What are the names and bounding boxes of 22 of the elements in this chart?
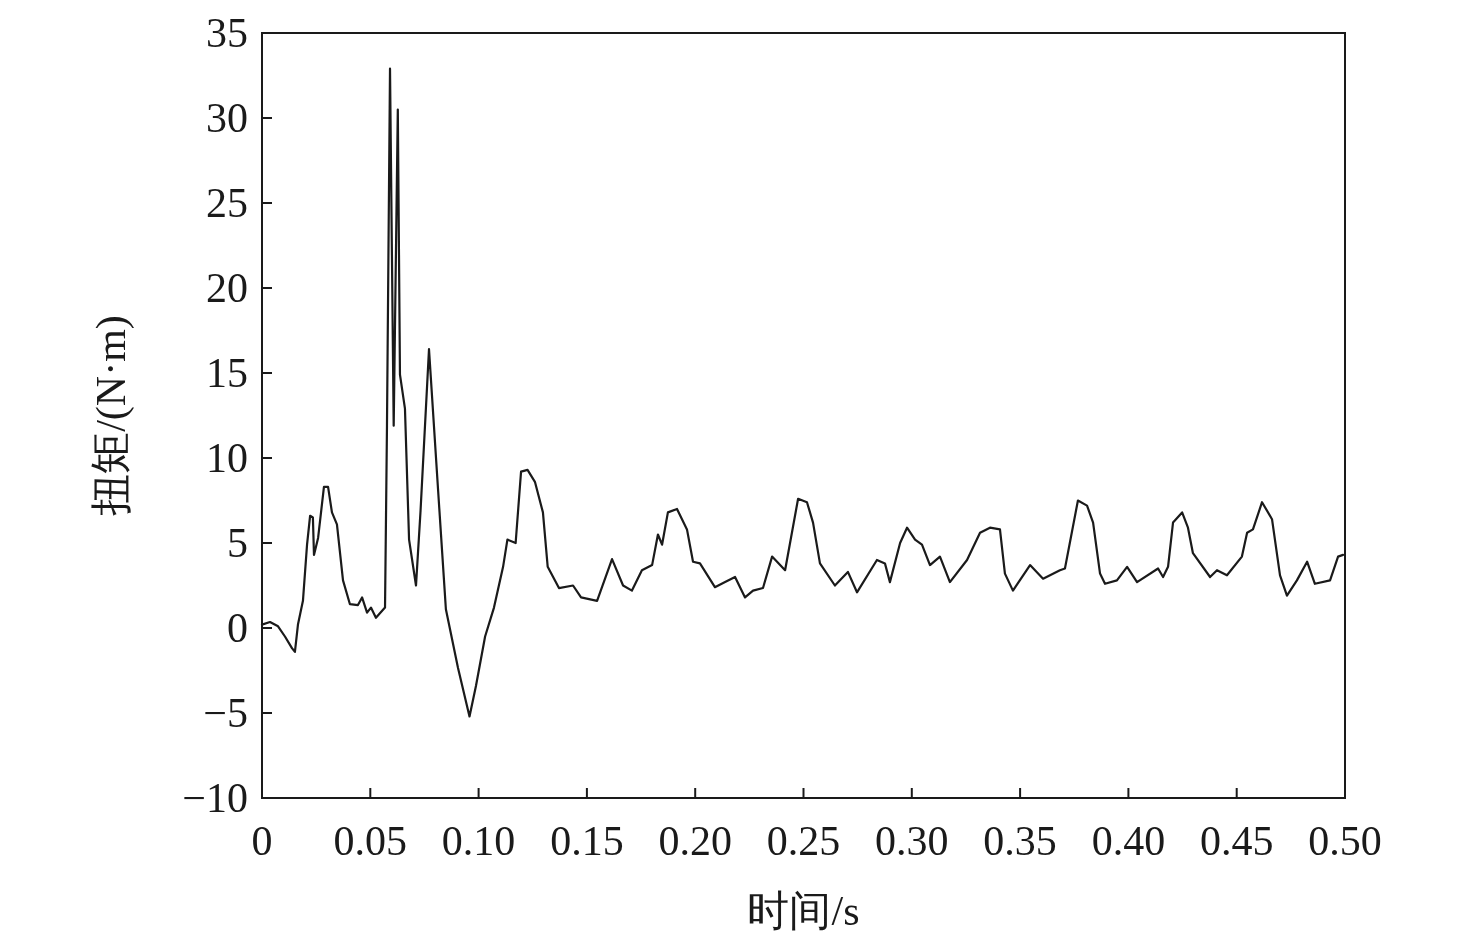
y-tick-label: 35 <box>206 10 248 56</box>
x-tick-label: 0.05 <box>333 818 408 864</box>
x-tick-label: 0.25 <box>766 818 841 864</box>
x-tick-label: 0.35 <box>983 818 1057 864</box>
y-tick-label: 20 <box>206 265 248 311</box>
y-tick-label: 0 <box>227 605 248 651</box>
x-axis-title: 时间/s <box>747 888 860 934</box>
x-tick-label: 0.40 <box>1091 818 1166 864</box>
x-tick-label: 0.30 <box>875 818 949 864</box>
y-tick-label: −10 <box>182 775 248 821</box>
y-axis-title: 扭矩/(N·m) <box>88 315 135 516</box>
x-tick-label: 0.20 <box>658 818 732 864</box>
y-tick-label: 10 <box>206 435 248 481</box>
x-tick-label: 0.50 <box>1308 818 1382 864</box>
x-tick-label: 0.15 <box>550 818 624 864</box>
y-tick-label: 30 <box>206 95 248 141</box>
y-tick-label: 5 <box>227 520 248 566</box>
x-tick-label: 0.45 <box>1199 818 1274 864</box>
y-tick-label: 15 <box>206 350 248 396</box>
x-tick-label: 0.10 <box>441 818 516 864</box>
y-tick-label: −5 <box>203 690 248 736</box>
y-tick-label: 25 <box>206 180 248 226</box>
